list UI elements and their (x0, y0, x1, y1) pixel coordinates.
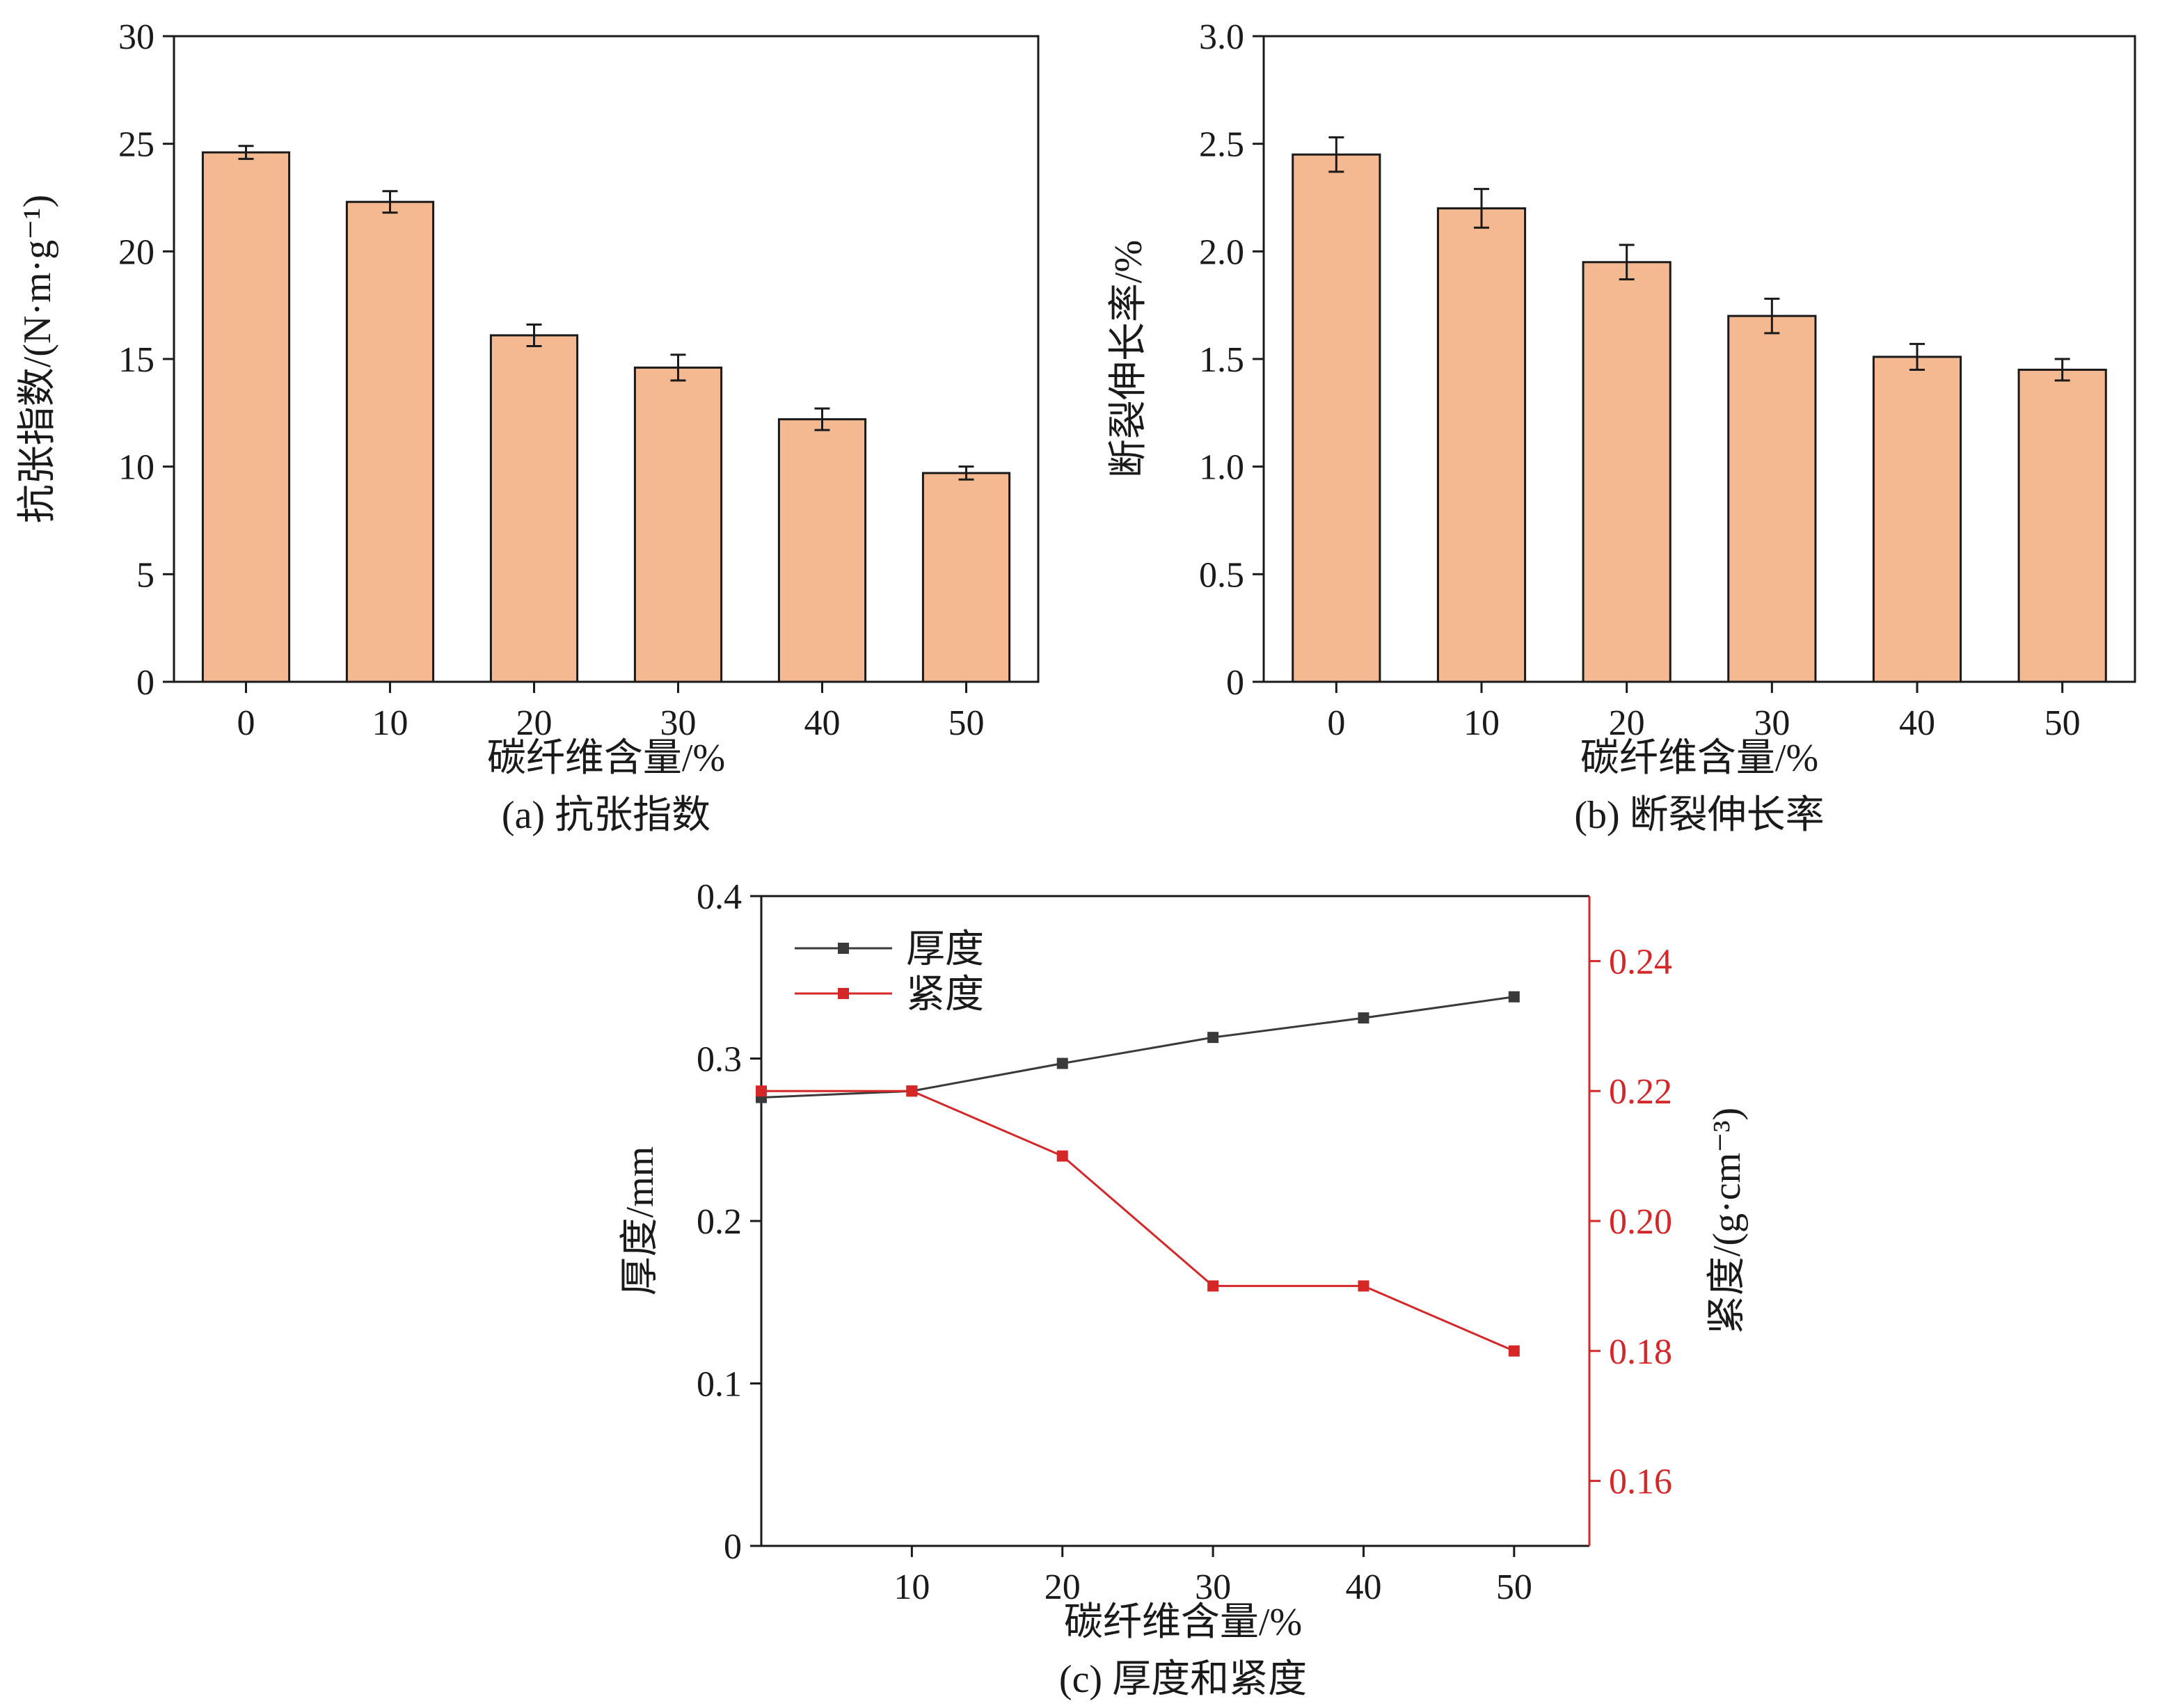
bar (489, 334, 579, 683)
legend-marker-1 (838, 988, 849, 999)
x-tick-label: 40 (1899, 703, 1935, 743)
caption: (a) 抗张指数 (502, 794, 710, 837)
bar (777, 418, 867, 683)
series-point-1 (756, 1085, 767, 1097)
bar (1872, 356, 1962, 683)
series-point-1 (906, 1085, 918, 1097)
x-axis-title: 碳纤维含量/% (1064, 1601, 1302, 1644)
y-right-tick-label: 0.22 (1609, 1072, 1672, 1112)
y-tick-label: 3.0 (1199, 17, 1244, 57)
y-tick-label: 1.5 (1199, 340, 1244, 380)
x-tick-label: 20 (516, 703, 553, 743)
y-tick-label: 0.4 (697, 877, 742, 917)
x-tick-label: 10 (372, 703, 408, 743)
bar (1582, 261, 1671, 683)
x-tick-label: 30 (1754, 703, 1790, 743)
chart-a: 0 10 20 30 40 50051015202530碳纤维含量/%抗张指数/(N·m·… (16, 17, 1040, 837)
y-axis-title: 厚度/mm (619, 1147, 662, 1296)
chart-c: 0 0.1 0.2 0.3 0.4 0.16 0.18 0.20 0.22 0.24 10 20 30 4… (619, 877, 1749, 1701)
y-tick-label: 0 (136, 663, 154, 703)
x-axis-title: 碳纤维含量/% (487, 737, 725, 780)
y-tick-label: 1.0 (1199, 448, 1244, 488)
x-tick-label: 10 (1463, 703, 1500, 743)
y-axis-title: 断裂伸长率/% (1107, 240, 1150, 478)
bar (1727, 314, 1817, 683)
x-tick-label: 50 (2044, 703, 2081, 743)
y-tick-label: 20 (118, 232, 154, 272)
y-tick-label: 0.1 (697, 1365, 742, 1405)
x-tick-label: 0 (1327, 703, 1345, 743)
y-right-tick-label: 0.16 (1609, 1462, 1672, 1502)
bar (2017, 368, 2107, 683)
x-tick-label: 10 (894, 1567, 930, 1607)
series-point-0 (1508, 991, 1520, 1003)
x-tick-label: 30 (1195, 1567, 1231, 1607)
caption: (b) 断裂伸长率 (1574, 794, 1824, 837)
x-tick-label: 0 (237, 703, 255, 743)
bar (1436, 207, 1527, 683)
y-tick-label: 2.5 (1199, 125, 1244, 165)
series-point-0 (1207, 1032, 1219, 1044)
bar (345, 200, 435, 683)
y-right-tick-label: 0.24 (1609, 942, 1672, 982)
y-right-tick-label: 0.20 (1609, 1202, 1672, 1242)
y-tick-label: 0 (724, 1527, 742, 1567)
bar (921, 472, 1011, 683)
y-tick-label: 0.3 (697, 1040, 742, 1080)
x-tick-label: 40 (804, 703, 841, 743)
y-tick-label: 10 (118, 448, 154, 488)
y-tick-label: 0 (1226, 663, 1244, 703)
plot-frame (1262, 35, 2136, 683)
legend-marker-0 (838, 943, 849, 954)
x-tick-label: 20 (1045, 1567, 1081, 1607)
x-tick-label: 50 (1496, 1567, 1532, 1607)
bar (633, 366, 723, 683)
y-tick-label: 5 (136, 555, 154, 595)
y-tick-label: 15 (118, 340, 154, 380)
series-point-1 (1207, 1280, 1219, 1292)
y-tick-label: 2.0 (1199, 232, 1244, 272)
y-tick-label: 25 (118, 125, 154, 165)
series-line-1 (761, 1090, 1515, 1352)
legend-label-0: 厚度 (906, 928, 984, 971)
x-tick-label: 40 (1345, 1567, 1381, 1607)
y-axis-title: 抗张指数/(N·m·g⁻¹) (16, 195, 59, 524)
y-tick-label: 0.2 (697, 1202, 742, 1242)
x-tick-label: 20 (1609, 703, 1645, 743)
bar (201, 151, 291, 683)
series-point-1 (1508, 1345, 1520, 1357)
x-axis-title: 碳纤维含量/% (1580, 737, 1818, 780)
legend-label-1: 紧度 (906, 973, 984, 1016)
series-line-0 (761, 996, 1515, 1099)
chart-b: 0 10 20 30 40 50 0 0.5 1.0 1.5 2.0 2.5 3.0 碳纤维含量/% 断裂伸… (1107, 17, 2136, 837)
bar (1292, 153, 1381, 683)
x-tick-label: 30 (660, 703, 697, 743)
series-point-0 (1358, 1012, 1369, 1024)
y-right-tick-label: 0.18 (1609, 1332, 1672, 1372)
plot-frame (173, 35, 1040, 683)
series-point-0 (1056, 1057, 1068, 1069)
y-tick-label: 0.5 (1199, 555, 1244, 595)
y-tick-label: 30 (118, 17, 154, 57)
y-right-axis-title: 紧度/(g·cm⁻³) (1706, 1108, 1749, 1334)
series-point-1 (1358, 1280, 1369, 1292)
series-point-1 (1056, 1150, 1068, 1162)
x-tick-label: 50 (948, 703, 985, 743)
caption: (c) 厚度和紧度 (1059, 1658, 1307, 1701)
